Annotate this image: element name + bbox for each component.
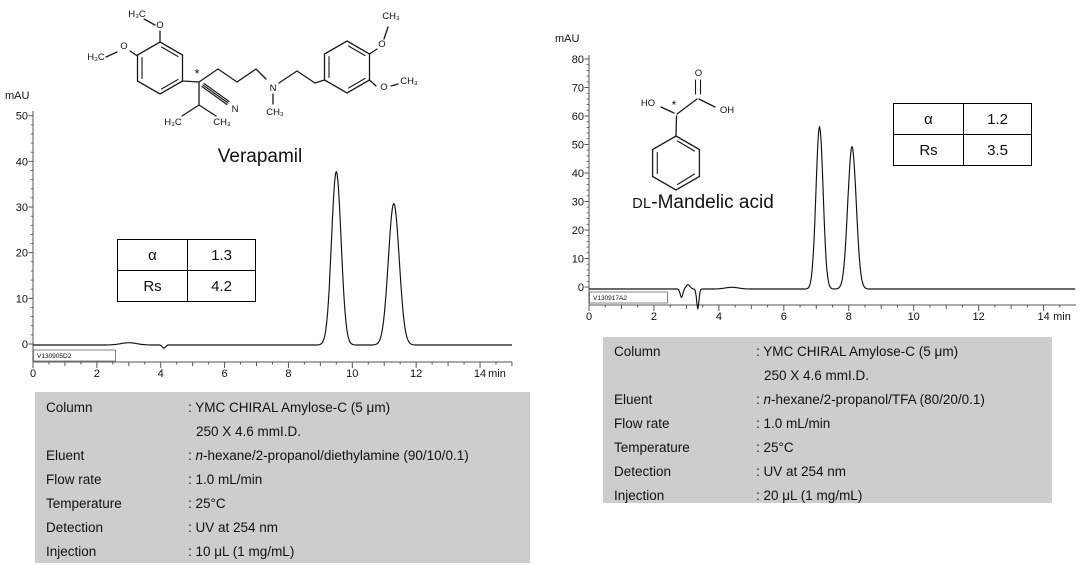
svg-text:0: 0	[22, 339, 28, 351]
svg-text:min: min	[1053, 311, 1071, 323]
svg-text:8: 8	[846, 311, 852, 323]
svg-text:12: 12	[410, 368, 422, 380]
svg-text:10: 10	[572, 254, 584, 266]
svg-text:O: O	[378, 39, 385, 50]
condition-row: Column: YMC CHIRAL Amylose-C (5 μm)	[614, 343, 959, 359]
condition-row: 250 X 4.6 mmI.D.	[196, 423, 302, 439]
svg-text:mAU: mAU	[555, 33, 580, 45]
svg-text:V130917A2: V130917A2	[593, 295, 627, 302]
svg-text:10: 10	[908, 311, 920, 323]
svg-text:14: 14	[1037, 311, 1049, 323]
substituent-bonds	[105, 18, 399, 117]
svg-text:*: *	[672, 98, 677, 112]
condition-row: Detection: UV at 254 nm	[46, 519, 279, 535]
mandelic-result-table: α 1.2 Rs 3.5	[893, 103, 1032, 166]
result-row: α 1.2	[893, 103, 1032, 135]
condition-row: Column: YMC CHIRAL Amylose-C (5 μm)	[46, 399, 391, 415]
svg-text:O: O	[695, 68, 702, 79]
svg-text:CH₃: CH₃	[400, 76, 418, 87]
svg-text:0: 0	[30, 368, 36, 380]
condition-row: Eluent: n-hexane/2-propanol/diethylamine…	[46, 447, 469, 463]
svg-text:20: 20	[572, 225, 584, 237]
svg-text:O: O	[380, 82, 387, 93]
result-row: Rs 3.5	[893, 134, 1032, 166]
svg-text:70: 70	[572, 83, 584, 95]
svg-text:2: 2	[651, 311, 657, 323]
condition-row: Temperature: 25°C	[614, 439, 794, 455]
svg-text:H₃C: H₃C	[128, 9, 146, 20]
svg-text:min: min	[488, 368, 506, 380]
svg-text:OH: OH	[720, 105, 734, 116]
condition-row: Flow rate: 1.0 mL/min	[46, 471, 263, 487]
svg-text:CH₃: CH₃	[213, 117, 231, 128]
svg-text:O: O	[120, 41, 127, 52]
condition-row: Flow rate: 1.0 mL/min	[614, 415, 831, 431]
svg-text:6: 6	[222, 368, 228, 380]
svg-text:30: 30	[572, 197, 584, 209]
result-row: α 1.3	[117, 239, 256, 271]
svg-text:10: 10	[346, 368, 358, 380]
svg-text:6: 6	[781, 311, 787, 323]
svg-text:2: 2	[94, 368, 100, 380]
condition-row: 250 X 4.6 mmI.D.	[764, 367, 870, 383]
svg-text:H₃C: H₃C	[164, 117, 182, 128]
mandelic-acid-structure: HO * O OH	[641, 68, 734, 191]
result-row: Rs 4.2	[117, 270, 256, 302]
svg-text:80: 80	[572, 54, 584, 66]
mandelic-acid-chromatogram: mAU 0 10 20 30 40 50 60 70 80 0 2 4 6 8 10 12 14 min V13091…	[555, 33, 1076, 323]
verapamil-result-table: α 1.3 Rs 4.2	[117, 239, 256, 302]
condition-row: Injection: 20 μL (1 mg/mL)	[614, 487, 863, 503]
svg-text:0: 0	[578, 282, 584, 294]
svg-text:*: *	[194, 66, 199, 81]
svg-text:V130905D2: V130905D2	[37, 353, 72, 360]
compound-name-mandelic-acid: DL-Mandelic acid	[632, 192, 774, 213]
svg-text:mAU: mAU	[5, 90, 30, 102]
svg-text:40: 40	[572, 168, 584, 180]
condition-row: Injection: 10 μL (1 mg/mL)	[46, 543, 295, 559]
svg-text:0: 0	[586, 311, 592, 323]
svg-text:N: N	[232, 104, 239, 115]
verapamil-chromatogram: mAU 0 10 20 30 40 50 0 2 4 6 8 10 12 14 min V130905D2	[5, 90, 513, 380]
svg-text:14: 14	[474, 368, 486, 380]
aromatic-double-bonds	[656, 140, 696, 186]
condition-row: Detection: UV at 254 nm	[614, 463, 847, 479]
svg-text:CH₃: CH₃	[266, 107, 284, 118]
svg-text:4: 4	[716, 311, 722, 323]
svg-text:50: 50	[572, 140, 584, 152]
svg-text:CH₃: CH₃	[382, 11, 400, 22]
svg-text:H₃C: H₃C	[87, 52, 105, 63]
svg-text:O: O	[156, 20, 163, 31]
svg-text:4: 4	[158, 368, 164, 380]
svg-text:30: 30	[16, 202, 28, 214]
svg-text:50: 50	[16, 111, 28, 123]
svg-text:20: 20	[16, 248, 28, 260]
svg-text:60: 60	[572, 111, 584, 123]
condition-row: Eluent: n-hexane/2-propanol/TFA (80/20/0…	[614, 391, 985, 407]
svg-text:8: 8	[285, 368, 291, 380]
mandelic-conditions-table: Column: YMC CHIRAL Amylose-C (5 μm) 250 X…	[603, 337, 1052, 503]
svg-text:N: N	[270, 83, 277, 94]
nitrile-triple-bond	[201, 82, 230, 106]
verapamil-conditions-table: Column: YMC CHIRAL Amylose-C (5 μm) 250 X…	[35, 392, 530, 563]
compound-name-verapamil: Verapamil	[217, 146, 303, 167]
svg-text:10: 10	[16, 293, 28, 305]
condition-row: Temperature: 25°C	[46, 495, 226, 511]
substituent-bonds	[660, 98, 716, 137]
svg-text:HO: HO	[641, 98, 655, 109]
svg-text:40: 40	[16, 156, 28, 168]
svg-text:12: 12	[973, 311, 985, 323]
aromatic-double-bonds	[141, 45, 366, 90]
carbonyl-double-bond	[694, 79, 702, 95]
phenyl-ring	[651, 135, 701, 191]
